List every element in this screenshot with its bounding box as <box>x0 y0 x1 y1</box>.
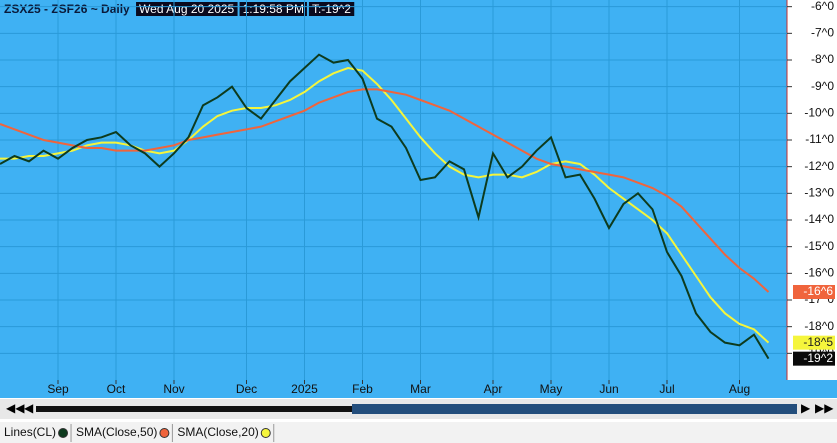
x-tick-label: May <box>540 382 563 396</box>
time-box <box>239 2 307 16</box>
last-value-box <box>793 335 835 350</box>
y-tick-label: -12^0 <box>804 159 834 173</box>
last-trade: T:-19^2 <box>312 2 351 16</box>
scroll-thumb[interactable] <box>352 404 797 414</box>
y-tick-label: -11^0 <box>805 132 834 146</box>
x-axis-band <box>0 380 837 398</box>
date-box <box>136 2 238 16</box>
time: 1:19:58 PM <box>243 2 304 16</box>
x-tick-label: Feb <box>352 382 373 396</box>
y-tick-label: -13^0 <box>804 186 834 200</box>
last-value-box <box>793 351 835 366</box>
legend-marker <box>159 428 170 438</box>
y-tick-label: -8^0 <box>811 52 834 66</box>
legend-bar <box>0 422 837 443</box>
y-tick-label: -18^0 <box>804 319 834 333</box>
scroll-track <box>36 406 352 412</box>
plot-area <box>0 0 787 380</box>
x-tick-label: 2025 <box>291 382 318 396</box>
x-tick-label: Apr <box>484 382 503 396</box>
y-tick-label: -15^0 <box>804 239 834 253</box>
series-line <box>0 88 770 293</box>
legend-label[interactable]: SMA(Close,50) <box>76 425 157 439</box>
legend-label[interactable]: Lines(CL) <box>4 425 56 439</box>
legend-label[interactable]: SMA(Close,20) <box>177 425 258 439</box>
y-tick-label: -14^0 <box>804 212 834 226</box>
legend-marker <box>58 428 69 438</box>
last-value-label: -18^5 <box>803 335 833 349</box>
x-tick-label: Dec <box>236 382 257 396</box>
series-line <box>0 53 770 360</box>
y-tick-label: -9^0 <box>811 79 834 93</box>
scroll-step-right[interactable]: ▶ <box>801 401 811 415</box>
series-line <box>0 66 770 344</box>
scroll-step-left[interactable]: ◀ <box>24 401 34 415</box>
last-value-box <box>793 285 835 299</box>
x-tick-label: Jul <box>659 382 674 396</box>
legend-marker <box>260 428 271 438</box>
date: Wed Aug 20 2025 <box>139 2 235 16</box>
y-tick-label: -10^0 <box>804 106 834 120</box>
x-tick-label: Jun <box>599 382 618 396</box>
x-tick-label: Aug <box>729 382 750 396</box>
scroll-left[interactable]: ◀◀ <box>6 401 25 415</box>
last-value-label: -16^6 <box>803 284 833 298</box>
scroll-right[interactable]: ▶▶ <box>815 401 834 415</box>
y-tick-label: -6^0 <box>811 0 834 13</box>
y-tick-label: -16^0 <box>804 266 834 280</box>
y-tick-label: -7^0 <box>811 26 834 40</box>
chart-title: ZSX25 - ZSF26 ~ Daily <box>4 2 130 16</box>
y-axis-panel <box>787 0 837 380</box>
x-tick-label: Oct <box>107 382 126 396</box>
last-trade-box <box>308 2 355 16</box>
x-tick-label: Nov <box>163 382 184 396</box>
last-value-label: -19^2 <box>803 351 833 365</box>
x-tick-label: Mar <box>410 382 431 396</box>
x-tick-label: Sep <box>47 382 69 396</box>
